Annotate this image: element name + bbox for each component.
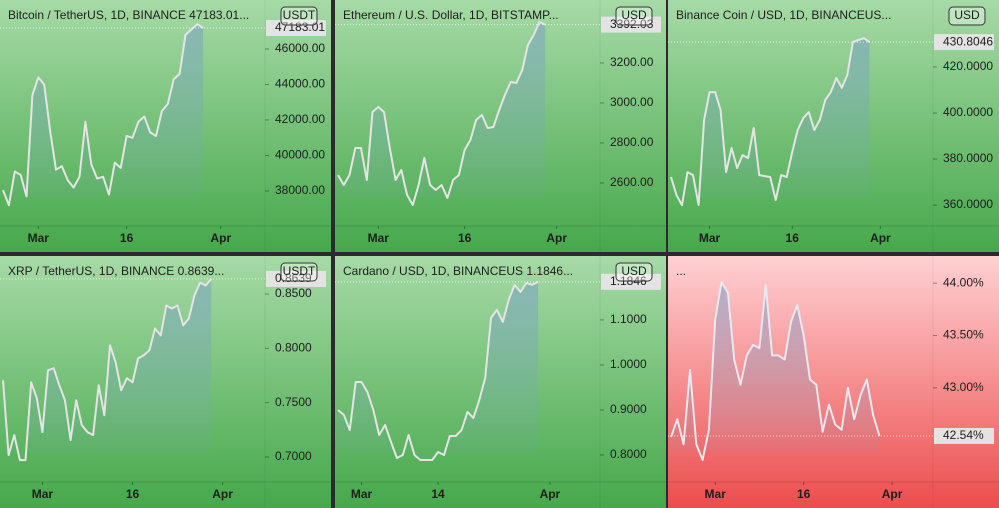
x-tick-label: Mar [32, 487, 54, 501]
x-tick-label: Mar [699, 231, 721, 245]
last-price-box [934, 34, 994, 51]
chart-panel: 360.0000 380.0000 400.0000 420.0000 Mar 16 Apr… [668, 0, 999, 252]
y-tick-label: 2800.00 [610, 135, 654, 149]
x-tick-label: 16 [786, 231, 800, 245]
x-tick-label: 16 [458, 231, 472, 245]
chart-panel: 0.80000.90001.00001.1000Mar14Apr1.1846Ca… [335, 256, 666, 508]
x-tick-label: Mar [28, 231, 50, 245]
currency-box[interactable] [615, 6, 653, 26]
price-line [670, 281, 881, 461]
x-tick-label: Apr [546, 231, 567, 245]
y-tick-label: 1.0000 [610, 357, 647, 371]
x-tick-label: Apr [210, 231, 231, 245]
area-fill [3, 24, 204, 206]
area-fill [3, 278, 212, 461]
chart-panel: 2600.00 2800.00 3000.00 3200.00 Mar 16 Apr 3392… [335, 0, 666, 252]
y-tick-label: 380.0000 [943, 151, 993, 165]
x-tick-label: Mar [368, 231, 390, 245]
y-tick-label: 0.9000 [610, 402, 647, 416]
y-tick-label: 43.00% [943, 380, 984, 394]
currency-label[interactable]: USD [621, 8, 647, 22]
last-price-label: 430.8046 [943, 34, 993, 48]
currency-label[interactable]: USDT [283, 264, 316, 278]
x-tick-label: Mar [705, 487, 727, 501]
last-price-label: 0.8639 [275, 271, 312, 285]
last-price-label: 3392.03 [610, 17, 654, 31]
x-tick-label: Apr [212, 487, 233, 501]
y-tick-label: 0.7500 [275, 395, 312, 409]
x-tick-label: 16 [797, 487, 811, 501]
y-tick-label: 1.1000 [610, 312, 647, 326]
currency-box[interactable] [280, 6, 318, 26]
price-line [2, 23, 204, 207]
y-tick-label: 3000.00 [610, 95, 654, 109]
y-tick-label: 43.50% [943, 328, 984, 342]
y-tick-label: 44.00% [943, 275, 984, 289]
x-tick-label: 16 [120, 231, 134, 245]
chart-title: ... [676, 264, 686, 278]
price-line [2, 278, 213, 462]
x-tick-label: Apr [540, 487, 561, 501]
x-tick-label: Apr [882, 487, 903, 501]
area-fill [338, 281, 539, 460]
y-tick-label: 3200.00 [610, 55, 654, 69]
y-tick-label: 0.8000 [275, 341, 312, 355]
currency-label[interactable]: USD [621, 264, 647, 278]
y-tick-label: 420.0000 [943, 59, 993, 73]
last-price-label: 47183.01 [275, 20, 325, 34]
y-tick-label: 40000.00 [275, 148, 325, 162]
chart-title: Binance Coin / USD, 1D, BINANCEUS... [676, 8, 891, 22]
y-tick-label: 400.0000 [943, 105, 993, 119]
price-line [337, 280, 539, 461]
chart-panel: 43.00% 43.50% 44.00% Mar 16 Apr 42.54%... [668, 256, 999, 508]
y-tick-label: 0.8000 [610, 447, 647, 461]
y-tick-label: 46000.00 [275, 41, 325, 55]
currency-box[interactable] [615, 262, 653, 282]
currency-box[interactable] [280, 262, 318, 282]
chart-panel: 0.7000 0.7500 0.8000 0.8500 Mar 16 Apr 0.8639 XR… [0, 256, 331, 508]
last-price-box [266, 19, 326, 36]
currency-label[interactable]: USD [954, 8, 980, 22]
area-fill [671, 38, 870, 206]
y-tick-label: 38000.00 [275, 183, 325, 197]
chart-title: Ethereum / U.S. Dollar, 1D, BITSTAMP... [343, 8, 559, 22]
last-price-label: 42.54% [943, 428, 984, 442]
last-price-box [934, 427, 994, 444]
x-tick-label: 14 [431, 487, 445, 501]
currency-label[interactable]: USDT [283, 8, 316, 22]
y-tick-label: 0.7000 [275, 449, 312, 463]
chart-title: XRP / TetherUS, 1D, BINANCE 0.8639... [8, 264, 224, 278]
x-tick-label: Apr [870, 231, 891, 245]
y-tick-label: 0.8500 [275, 286, 312, 300]
y-tick-label: 2600.00 [610, 175, 654, 189]
currency-box[interactable] [948, 6, 986, 26]
y-tick-label: 360.0000 [943, 197, 993, 211]
x-tick-label: Mar [351, 487, 373, 501]
x-tick-label: 16 [126, 487, 140, 501]
chart-title: Cardano / USD, 1D, BINANCEUS 1.1846... [343, 264, 573, 278]
chart-title: Bitcoin / TetherUS, 1D, BINANCE 47183.01… [8, 8, 249, 22]
chart-panel: 38000.00 40000.00 42000.00 44000.00 46000.00… [0, 0, 331, 252]
y-tick-label: 42000.00 [275, 112, 325, 126]
price-line [670, 37, 870, 207]
y-tick-label: 44000.00 [275, 77, 325, 91]
area-fill [338, 22, 546, 205]
price-line [337, 21, 546, 206]
